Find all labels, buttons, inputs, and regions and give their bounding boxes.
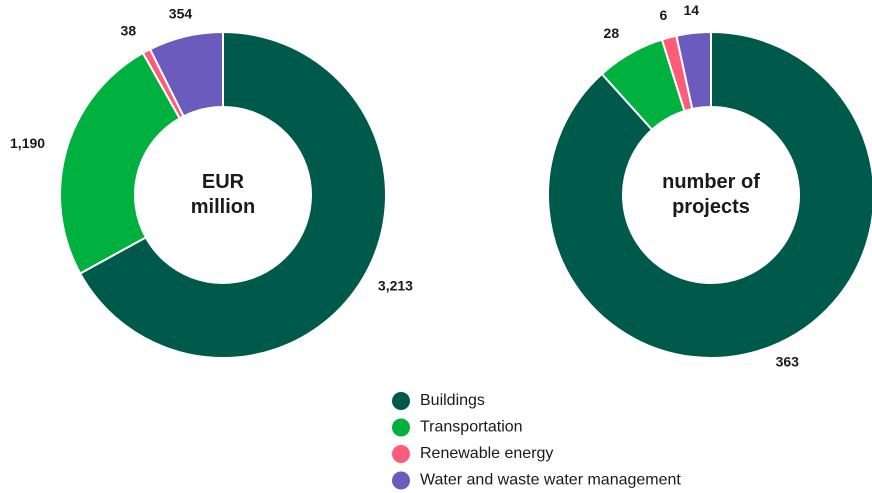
value-label: 6 <box>660 7 668 23</box>
donut-slice <box>59 51 182 275</box>
legend-label: Water and waste water management <box>420 472 681 489</box>
legend-swatch <box>392 418 410 437</box>
value-label: 3,213 <box>378 277 413 293</box>
legend-label: Buildings <box>420 392 485 409</box>
legend-label: Renewable energy <box>420 445 553 462</box>
value-label: 14 <box>683 2 699 18</box>
center-label: number of <box>662 171 760 193</box>
value-label: 363 <box>776 354 800 370</box>
legend-swatch <box>392 392 410 410</box>
value-label: 38 <box>121 22 137 38</box>
center-label: EUR <box>202 171 245 193</box>
value-label: 354 <box>169 6 193 22</box>
donut-slice <box>547 30 872 359</box>
donut-slice <box>148 30 224 118</box>
center-label: million <box>191 196 255 218</box>
legend-swatch <box>392 471 410 490</box>
center-label: projects <box>672 196 750 218</box>
legend-label: Transportation <box>420 419 523 436</box>
value-label: 1,190 <box>10 135 45 151</box>
donut-slice <box>675 30 712 111</box>
donut-slice <box>78 30 387 359</box>
value-label: 28 <box>604 25 620 41</box>
legend-swatch <box>392 445 410 463</box>
